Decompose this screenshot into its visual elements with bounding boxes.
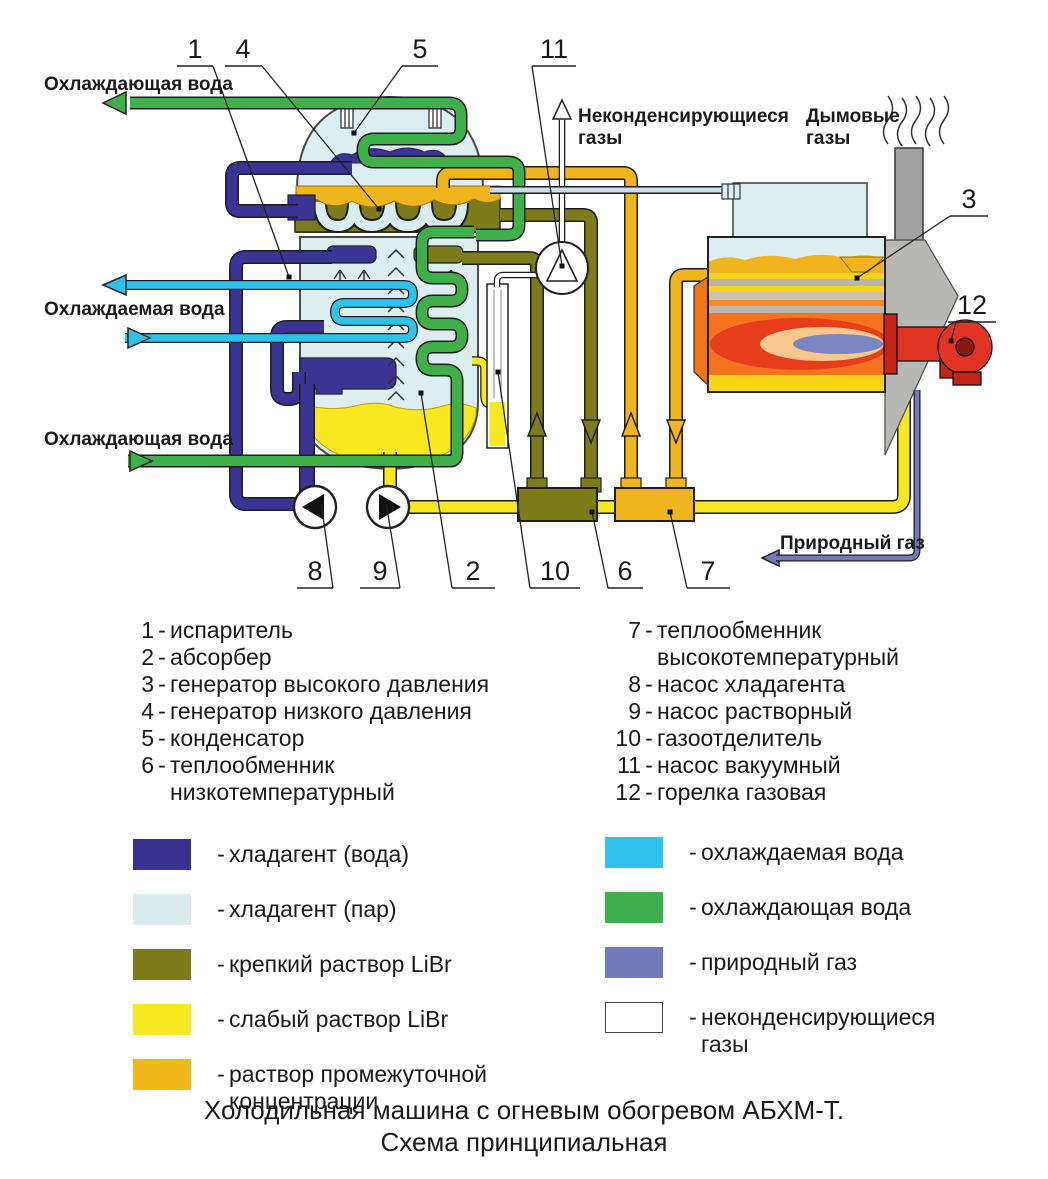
legend-item: - раствор промежуточной концентрации: [133, 1059, 487, 1115]
diagram-title: Холодильная машина с огневым обогревом А…: [0, 1094, 1048, 1158]
callout-11: 11: [540, 34, 568, 64]
smoke-icon: [882, 95, 950, 147]
title-line-1: Холодильная машина с огневым обогревом А…: [203, 1095, 845, 1125]
chilled-water-out-arrow: [101, 273, 127, 297]
callout-9: 9: [372, 556, 387, 586]
noncondensing-gases-label: Неконденсирующиеся: [578, 106, 789, 127]
part-item: 10- газоотделитель: [615, 725, 822, 751]
refrigerant-tray: [299, 357, 397, 395]
part-item: 12- горелка газовая: [615, 779, 827, 805]
callout-10: 10: [540, 556, 570, 586]
legend-item: - слабый раствор LiBr: [133, 1004, 487, 1035]
flow-labels: Охлаждающая вода Охлаждаемая вода Охлажд…: [44, 74, 925, 554]
part-item: 8- насос хладагента: [628, 671, 846, 697]
cooling-water-in-label: Охлаждающая вода: [44, 429, 233, 450]
amber-spout: [838, 256, 886, 273]
callout-6: 6: [617, 556, 632, 586]
noncondensing-gas-pipes: [497, 98, 573, 292]
gas-separator: [486, 283, 509, 449]
callout-numbers: 1 4 5 11 3 12 8 9 2 10 6 7: [187, 34, 987, 586]
callout-7: 7: [700, 556, 715, 586]
part-item: 6- теплообменник низкотемпературный: [141, 752, 395, 805]
part-item: 4- генератор низкого давления: [141, 698, 472, 724]
title-line-2: Схема принципиальная: [380, 1127, 668, 1157]
color-swatch: [133, 839, 191, 870]
color-swatch: [133, 1004, 191, 1035]
gas-vent-arrow: [551, 98, 573, 120]
low-temp-heat-exchanger: [517, 477, 602, 522]
solution-pump: [365, 484, 411, 530]
high-temp-heat-exchanger: [614, 477, 695, 522]
part-item: 3- генератор высокого давления: [141, 671, 490, 697]
legend-item: - хладагент (пар): [133, 894, 487, 925]
color-swatch: [605, 947, 663, 978]
parts-list-left: 1- испаритель 2- абсорбер 3- генератор высо…: [118, 617, 489, 806]
callout-5: 5: [412, 34, 427, 64]
legend-item: - охлаждаемая вода: [605, 837, 935, 868]
color-swatch: [605, 837, 663, 868]
color-swatch: [605, 1002, 663, 1033]
legend-item: - природный газ: [605, 947, 935, 978]
callout-4: 4: [235, 34, 250, 64]
natural-gas-label: Природный газ: [780, 533, 925, 554]
color-swatch: [133, 949, 191, 980]
cooling-water-out-label: Охлаждающая вода: [44, 74, 233, 95]
part-item: 5- конденсатор: [141, 725, 305, 751]
color-swatch: [133, 894, 191, 925]
cooling-water-in-arrow: [129, 449, 154, 473]
legend-item: - хладагент (вода): [133, 839, 487, 870]
tube-bundle-stripes: [708, 273, 885, 313]
legend-item: - охлаждающая вода: [605, 892, 935, 923]
callout-8: 8: [307, 556, 322, 586]
refrigerant-spray-header: [326, 245, 377, 264]
callout-leaders: [177, 65, 996, 589]
amber-down-arrow: [665, 419, 687, 446]
legend-item: - крепкий раствор LiBr: [133, 949, 487, 980]
callout-12: 12: [957, 290, 987, 320]
callout-2: 2: [465, 556, 480, 586]
flow-arrows: [101, 90, 780, 568]
generator-steam-box: [732, 182, 868, 240]
noncondensing-gases-label-2: газы: [578, 128, 622, 149]
schematic-diagram: 1 4 5 11 3 12 8 9 2 10 6 7 Охлаждающая в…: [44, 34, 996, 589]
flue-gases-label: Дымовые: [806, 106, 900, 127]
part-item: 9- насос растворный: [628, 698, 853, 724]
color-legend-left: - хладагент (вода) - хладагент (пар) - креп…: [133, 839, 487, 1139]
refrigerant-pump: [292, 484, 338, 530]
olive-up-arrow: [526, 410, 548, 437]
parts-list-right: 7- теплообменник высокотемпературный 8- на…: [597, 617, 899, 806]
chimney: [894, 147, 924, 243]
color-swatch: [605, 892, 663, 923]
amber-up-arrow: [620, 410, 642, 437]
chilled-water-in-arrow: [127, 326, 152, 350]
steam-box-connector: [721, 183, 741, 200]
part-item: 7- теплообменник высокотемпературный: [628, 617, 900, 670]
part-item: 11- насос вакуумный: [617, 752, 841, 778]
furnace-left-wing: [693, 275, 709, 387]
color-legend-right: - охлаждаемая вода - охлаждающая вода - при…: [605, 837, 935, 1082]
legend-item: - неконденсирующиеся газы: [605, 1002, 935, 1058]
gas-burner: [883, 313, 993, 386]
part-item: 2- абсорбер: [141, 644, 272, 670]
chilled-water-label: Охлаждаемая вода: [44, 299, 225, 320]
cooling-water-out-arrow: [101, 90, 127, 116]
intermediate-solution-layer: [295, 185, 501, 208]
flue-gases-label-2: газы: [806, 128, 850, 149]
part-item: 1- испаритель: [141, 617, 293, 643]
color-swatch: [133, 1059, 191, 1090]
olive-down-arrow: [580, 419, 602, 446]
flame-core: [793, 334, 883, 354]
callout-3: 3: [961, 184, 976, 214]
callout-1: 1: [187, 34, 202, 64]
